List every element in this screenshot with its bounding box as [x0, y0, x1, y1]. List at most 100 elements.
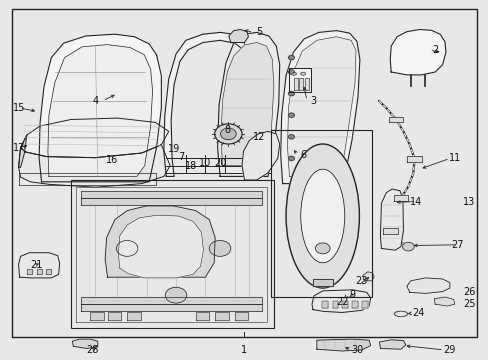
- Polygon shape: [280, 31, 359, 184]
- Text: 5: 5: [256, 27, 262, 37]
- Text: 28: 28: [86, 345, 99, 355]
- Polygon shape: [311, 290, 370, 312]
- Polygon shape: [361, 301, 367, 308]
- Text: 18: 18: [184, 161, 197, 171]
- Text: 13: 13: [462, 197, 475, 207]
- Text: 3: 3: [309, 96, 315, 106]
- Circle shape: [165, 287, 186, 303]
- Bar: [71, 180, 273, 328]
- Polygon shape: [332, 301, 338, 308]
- Polygon shape: [299, 78, 303, 90]
- Polygon shape: [321, 301, 327, 308]
- Polygon shape: [389, 30, 445, 75]
- Polygon shape: [195, 312, 209, 320]
- Polygon shape: [242, 131, 279, 180]
- Polygon shape: [19, 135, 27, 167]
- Polygon shape: [382, 228, 397, 234]
- Text: 2: 2: [431, 45, 437, 55]
- Text: 22: 22: [335, 297, 348, 307]
- Polygon shape: [105, 206, 215, 277]
- Text: 7: 7: [178, 152, 183, 162]
- Polygon shape: [312, 279, 333, 286]
- Polygon shape: [379, 340, 405, 349]
- Polygon shape: [287, 37, 355, 178]
- Polygon shape: [342, 301, 347, 308]
- Ellipse shape: [291, 72, 296, 75]
- Text: 29: 29: [443, 345, 455, 355]
- Polygon shape: [46, 269, 51, 274]
- Text: 14: 14: [408, 197, 421, 207]
- Circle shape: [288, 156, 294, 161]
- Circle shape: [288, 55, 294, 60]
- Ellipse shape: [300, 169, 344, 263]
- Polygon shape: [81, 304, 261, 311]
- Polygon shape: [39, 34, 161, 182]
- Polygon shape: [27, 269, 32, 274]
- Text: 16: 16: [106, 155, 119, 165]
- Text: 23: 23: [355, 276, 367, 286]
- Circle shape: [220, 128, 236, 140]
- Polygon shape: [19, 253, 60, 278]
- Polygon shape: [228, 30, 248, 42]
- Ellipse shape: [300, 72, 305, 75]
- Polygon shape: [215, 312, 228, 320]
- Text: 20: 20: [213, 158, 226, 168]
- Circle shape: [288, 70, 294, 74]
- Text: 25: 25: [462, 299, 475, 309]
- Bar: [271, 130, 371, 297]
- Circle shape: [315, 243, 329, 254]
- Text: 15: 15: [13, 103, 26, 113]
- Polygon shape: [388, 117, 403, 122]
- Circle shape: [288, 135, 294, 139]
- Circle shape: [214, 124, 242, 144]
- Circle shape: [288, 91, 294, 96]
- Polygon shape: [293, 78, 297, 90]
- Text: 11: 11: [447, 153, 460, 163]
- Polygon shape: [362, 272, 373, 281]
- Polygon shape: [76, 187, 266, 322]
- Circle shape: [116, 240, 138, 256]
- Polygon shape: [304, 78, 308, 90]
- Text: 4: 4: [92, 96, 98, 106]
- Polygon shape: [127, 312, 141, 320]
- Text: 21: 21: [30, 260, 43, 270]
- Ellipse shape: [285, 144, 359, 288]
- Text: 6: 6: [300, 150, 305, 160]
- Polygon shape: [19, 145, 170, 187]
- Polygon shape: [380, 189, 403, 250]
- Text: 12: 12: [252, 132, 265, 142]
- Text: 27: 27: [450, 240, 463, 250]
- Circle shape: [288, 113, 294, 117]
- Polygon shape: [288, 68, 310, 92]
- Text: 17: 17: [13, 143, 26, 153]
- Polygon shape: [118, 215, 203, 278]
- Polygon shape: [234, 312, 248, 320]
- Text: 30: 30: [350, 345, 363, 355]
- Ellipse shape: [393, 311, 407, 317]
- Polygon shape: [81, 297, 261, 304]
- Polygon shape: [351, 301, 357, 308]
- Polygon shape: [81, 198, 261, 205]
- Polygon shape: [19, 173, 156, 185]
- Text: 8: 8: [224, 125, 230, 135]
- Polygon shape: [20, 118, 168, 158]
- Text: 26: 26: [462, 287, 475, 297]
- Polygon shape: [107, 312, 121, 320]
- Text: 24: 24: [411, 308, 424, 318]
- Text: 10: 10: [199, 158, 211, 168]
- Polygon shape: [407, 156, 421, 162]
- Polygon shape: [81, 191, 261, 198]
- Text: 9: 9: [348, 290, 354, 300]
- Polygon shape: [90, 312, 104, 320]
- Polygon shape: [221, 42, 273, 166]
- Polygon shape: [163, 32, 244, 176]
- Polygon shape: [406, 278, 449, 293]
- Circle shape: [209, 240, 230, 256]
- Text: 19: 19: [167, 144, 180, 154]
- Polygon shape: [72, 339, 98, 348]
- Polygon shape: [48, 45, 152, 176]
- Text: 1: 1: [241, 345, 247, 355]
- Polygon shape: [393, 195, 407, 201]
- Polygon shape: [316, 339, 370, 351]
- Polygon shape: [37, 269, 41, 274]
